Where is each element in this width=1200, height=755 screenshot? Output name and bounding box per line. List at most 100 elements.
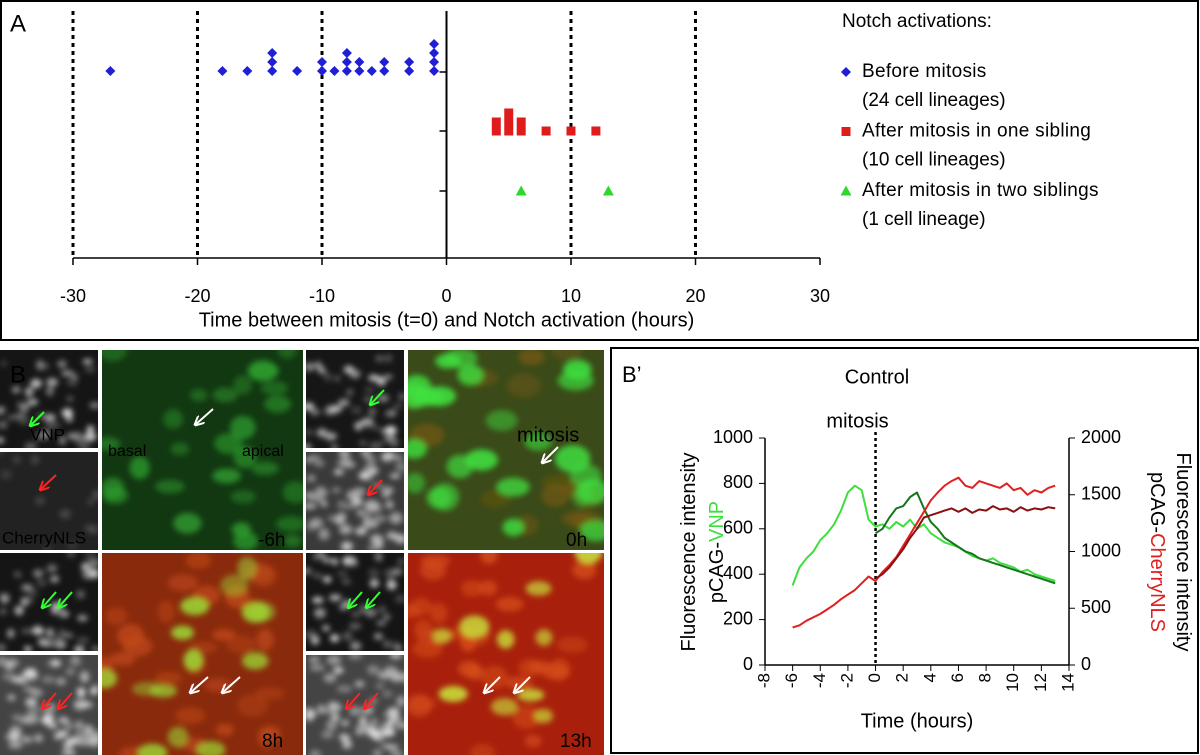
cell	[74, 720, 85, 731]
cell	[312, 572, 322, 579]
legend-detail: (24 cell lineages)	[862, 90, 1006, 111]
cells	[408, 553, 603, 755]
arrow	[484, 676, 501, 693]
cell	[233, 445, 257, 469]
cell	[308, 656, 320, 664]
cell	[84, 553, 97, 560]
cell	[364, 519, 379, 529]
panel-a: A -30 -20 -10 0 10 20 30 Time between mitosis (t…	[10, 10, 1098, 331]
cell	[410, 597, 433, 616]
cell	[43, 545, 51, 550]
cell	[183, 649, 204, 671]
cell	[358, 471, 368, 480]
x-tick-label: 2	[893, 673, 912, 682]
data-point	[566, 126, 576, 136]
legend-detail: (10 cell lineages)	[862, 150, 1006, 171]
cell	[11, 386, 21, 394]
x-tick-label: 14	[1058, 673, 1077, 692]
cell	[389, 512, 403, 524]
cell	[0, 406, 8, 413]
y-tick-label: 200	[723, 608, 753, 628]
cell	[422, 386, 457, 407]
cell	[90, 644, 98, 651]
cell	[33, 733, 44, 743]
cell	[65, 668, 76, 676]
data-point	[379, 66, 390, 76]
cell	[359, 716, 368, 724]
cell	[389, 641, 400, 650]
cell	[66, 379, 78, 387]
cell	[459, 615, 490, 639]
cell	[277, 350, 297, 359]
y-axis-title-colored: VNP	[706, 501, 728, 542]
cell	[376, 620, 387, 626]
cell	[331, 557, 339, 566]
cell	[338, 603, 348, 611]
cell	[390, 751, 404, 755]
cell	[420, 560, 447, 581]
data-line	[874, 505, 1056, 580]
cell	[38, 362, 50, 371]
legend-detail: (1 cell lineage)	[862, 209, 986, 230]
cell	[78, 442, 91, 448]
data-point	[341, 48, 352, 58]
cell	[102, 668, 118, 689]
cell	[306, 362, 316, 372]
cell	[24, 667, 37, 677]
micrographs	[0, 350, 604, 755]
cell	[21, 584, 34, 592]
x-tick-label: -6	[782, 673, 801, 688]
cell	[233, 375, 252, 395]
cell	[62, 408, 73, 418]
data-point	[341, 66, 352, 76]
cell	[306, 491, 316, 500]
x-tick-label: -20	[184, 286, 210, 306]
cell	[479, 553, 498, 565]
cell	[336, 460, 345, 467]
panel-b-prime-frame	[610, 347, 1199, 754]
cell	[485, 410, 518, 431]
cell	[79, 670, 90, 683]
data-point	[317, 57, 327, 67]
cell	[541, 483, 570, 507]
cell	[175, 707, 206, 724]
data-point	[516, 117, 526, 127]
cell	[350, 641, 362, 651]
cell	[61, 749, 76, 755]
cell	[0, 452, 6, 456]
channel-label: CherryNLS	[2, 528, 86, 547]
cell	[73, 701, 87, 711]
cell	[17, 674, 29, 685]
cell	[65, 737, 79, 746]
cell	[30, 688, 43, 698]
y2-axis-title: Fluorescence intensity	[1172, 453, 1194, 652]
cell	[24, 387, 34, 397]
cell	[395, 721, 404, 729]
cell	[395, 462, 404, 472]
cell	[75, 738, 91, 746]
cell	[387, 707, 400, 716]
cell	[382, 614, 391, 620]
data-point	[429, 39, 440, 49]
time-label: -6h	[258, 530, 285, 551]
arrow	[222, 676, 241, 693]
cell	[264, 395, 291, 413]
cell	[306, 457, 313, 463]
legend-label: After mitosis in one sibling	[862, 121, 1091, 142]
y2-tick-label: 2000	[1081, 427, 1121, 447]
cell	[347, 558, 358, 565]
y2-axis-title-line: Fluorescence intensity	[1172, 453, 1194, 652]
cell	[373, 537, 384, 550]
cell	[342, 631, 353, 641]
cells	[306, 354, 404, 448]
data-point	[292, 66, 303, 76]
micrograph	[0, 452, 98, 550]
cell	[371, 424, 379, 431]
cell	[105, 607, 128, 625]
panel-label: A	[10, 10, 26, 37]
cell	[368, 407, 377, 417]
cell	[251, 461, 279, 476]
cell	[71, 373, 79, 381]
cell	[435, 353, 462, 369]
